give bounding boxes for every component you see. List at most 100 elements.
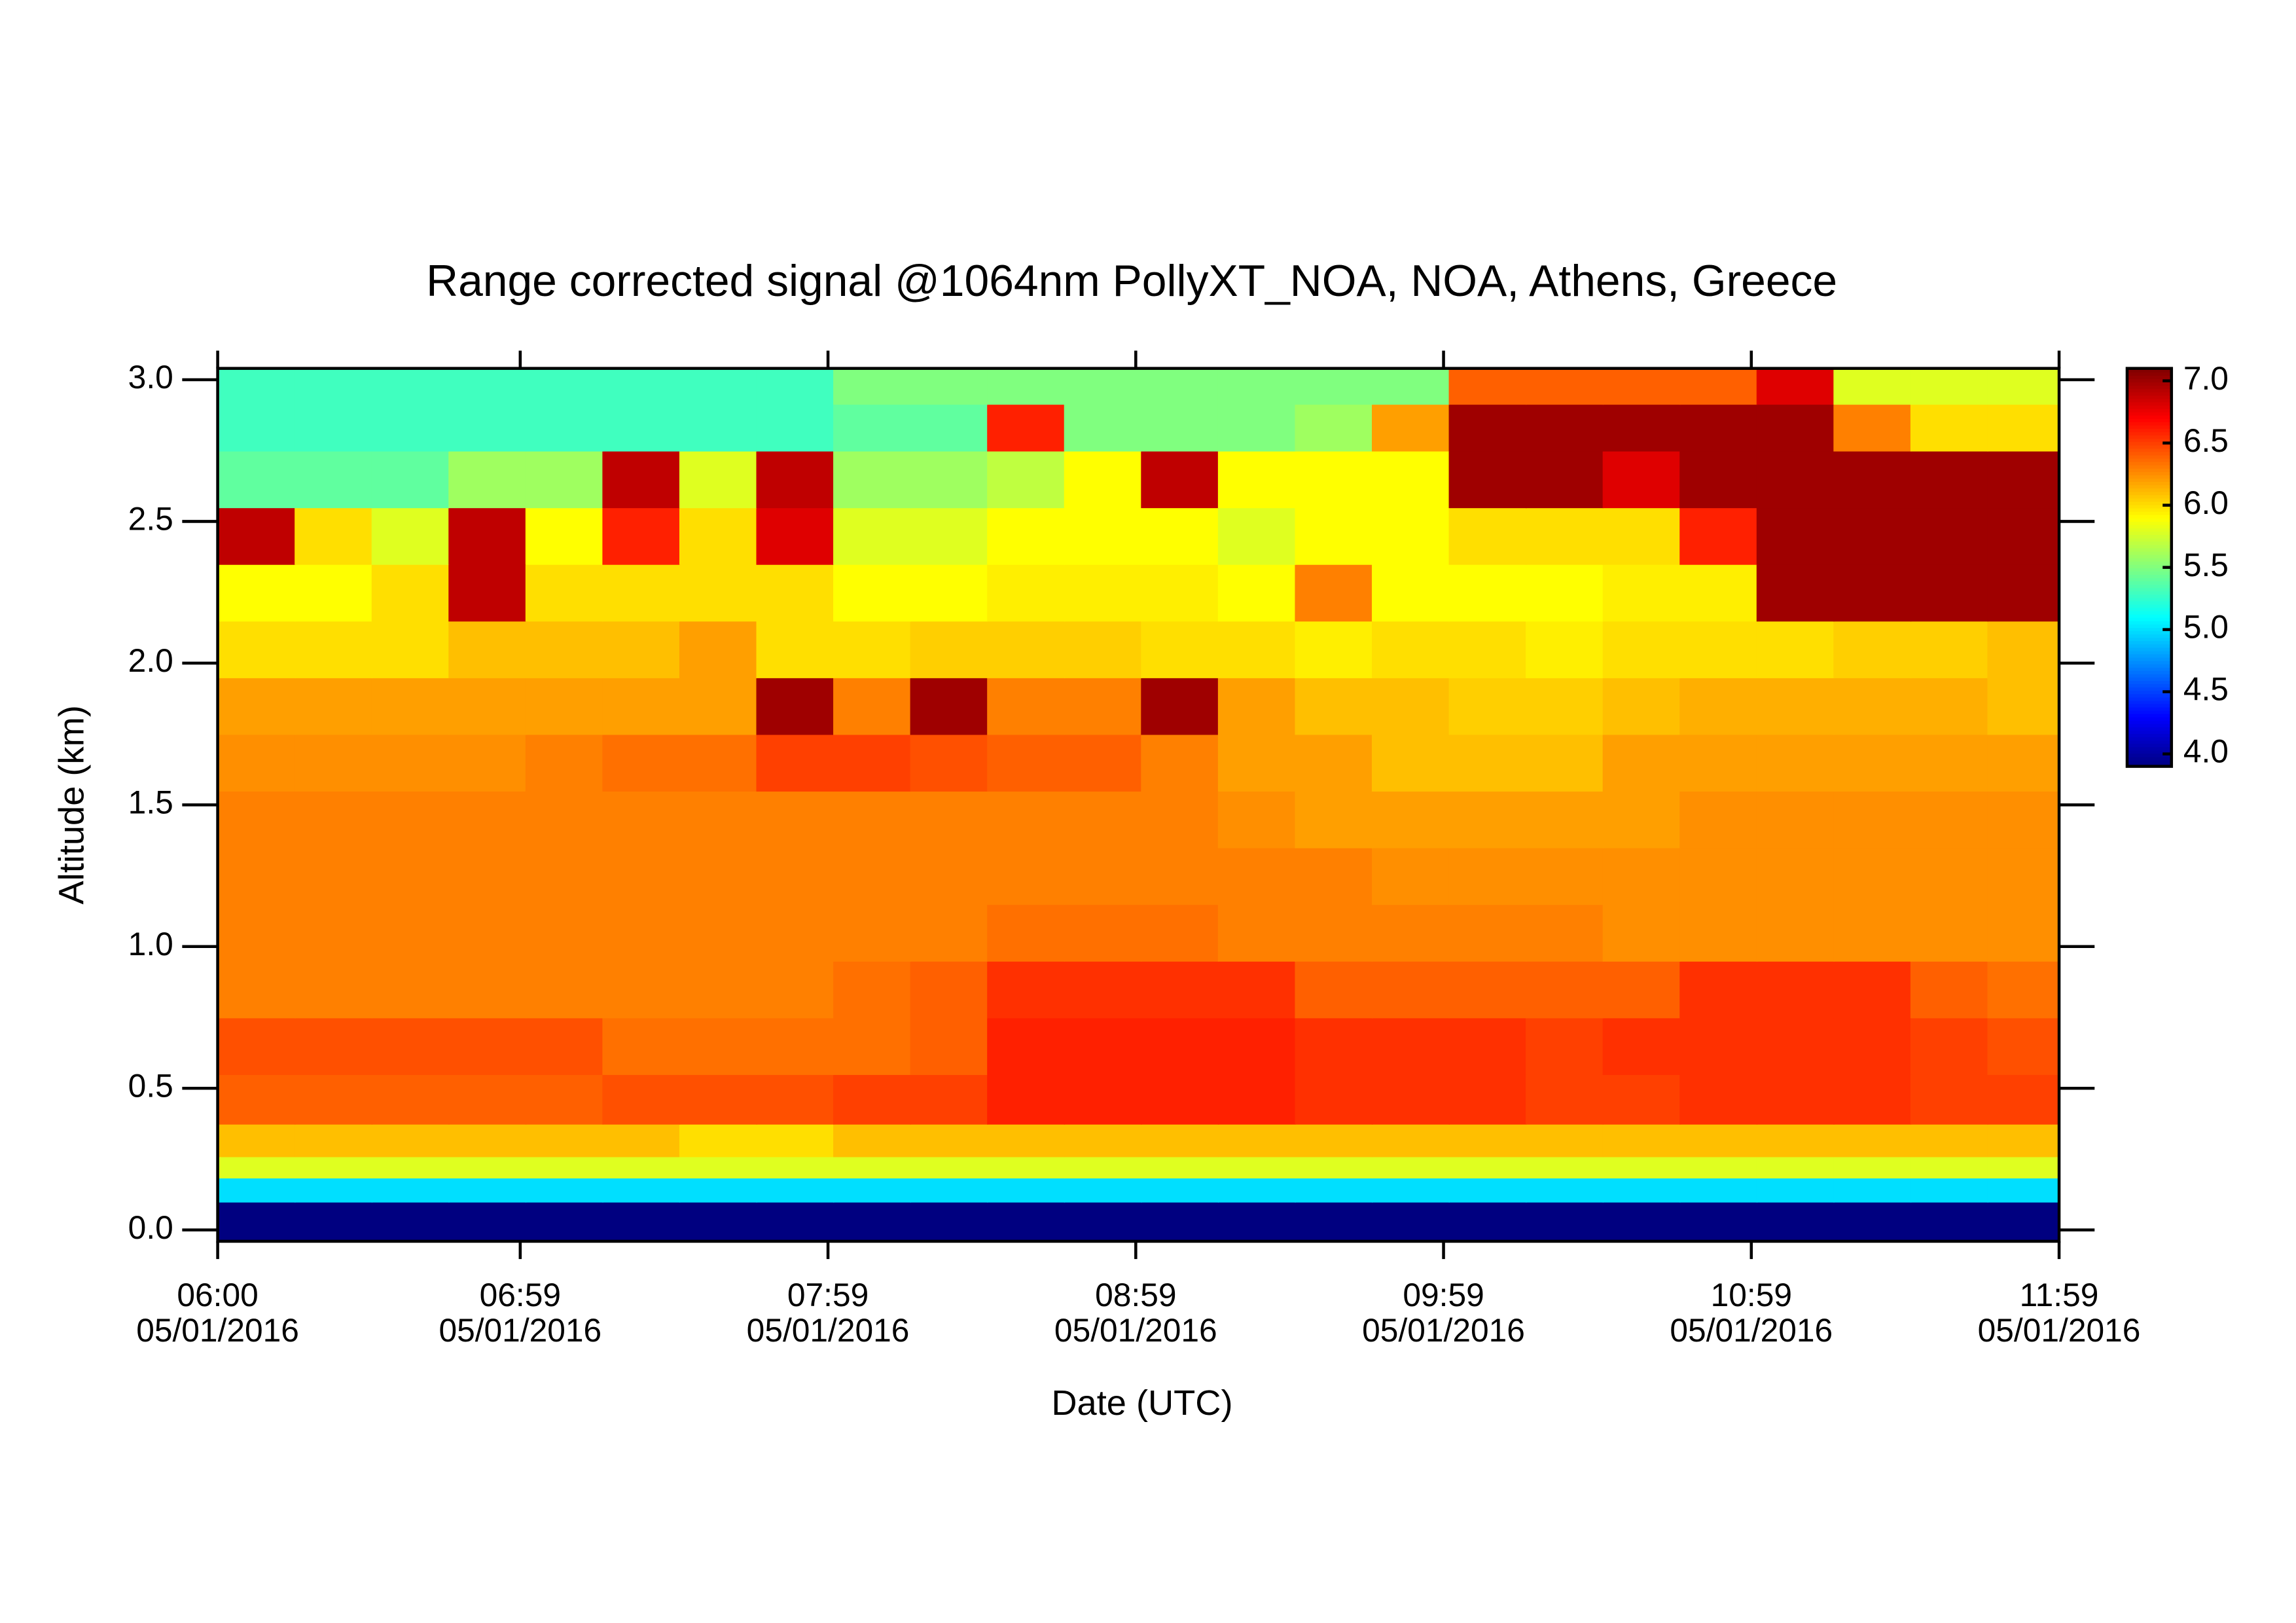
heatmap-cell <box>1448 790 1527 848</box>
heatmap-cell <box>756 677 834 735</box>
heatmap-cell <box>910 677 988 735</box>
heatmap-cell <box>1217 847 1296 905</box>
colorbar-swatch <box>2126 414 2172 419</box>
colorbar-swatch <box>2126 750 2172 754</box>
colorbar-swatch <box>2126 630 2172 635</box>
colorbar-swatch <box>2126 729 2172 735</box>
heatmap-cell <box>1756 960 1835 1019</box>
heatmap-cell <box>1371 903 1450 962</box>
heatmap-cell <box>217 403 296 452</box>
heatmap-cell <box>1141 403 1219 452</box>
heatmap-cell <box>1371 1123 1450 1158</box>
heatmap-cell <box>448 620 527 678</box>
heatmap-cell <box>1448 450 1527 509</box>
colorbar-swatch <box>2126 445 2172 449</box>
colorbar-swatch <box>2126 371 2172 376</box>
heatmap-cell <box>448 734 527 792</box>
heatmap-cell <box>1602 960 1681 1019</box>
colorbar-swatch <box>2126 660 2172 665</box>
heatmap-cell <box>1217 1177 1296 1203</box>
colorbar-swatch <box>2126 574 2172 578</box>
heatmap-cell <box>756 1201 834 1243</box>
colorbar-swatch <box>2126 713 2172 718</box>
heatmap-cell <box>1602 450 1681 509</box>
heatmap-cell <box>1833 734 1912 792</box>
colorbar-swatch <box>2126 683 2172 688</box>
heatmap-cell <box>1679 1156 1758 1178</box>
heatmap-cell <box>602 1123 681 1158</box>
heatmap-cell <box>910 1201 988 1243</box>
heatmap-cell <box>910 1156 988 1178</box>
colorbar-swatch <box>2126 620 2172 625</box>
heatmap-cell <box>987 368 1066 405</box>
heatmap-cell <box>1526 960 1604 1019</box>
heatmap-cell <box>295 1074 373 1125</box>
heatmap-cell <box>1217 960 1296 1019</box>
heatmap-cell <box>1679 403 1758 452</box>
colorbar-swatch <box>2126 461 2172 465</box>
colorbar-tick-label: 4.0 <box>2183 733 2229 770</box>
heatmap-cell <box>217 368 296 405</box>
heatmap-cell <box>1833 368 1912 405</box>
colorbar-swatch <box>2126 577 2172 582</box>
heatmap-cell <box>910 960 988 1019</box>
heatmap-cell <box>217 564 296 622</box>
colorbar-swatch <box>2126 498 2172 502</box>
heatmap-cell <box>1295 450 1373 509</box>
heatmap-cell <box>1064 847 1142 905</box>
heatmap-cell <box>679 1074 757 1125</box>
heatmap-cell <box>987 1156 1066 1178</box>
heatmap-cell <box>679 1177 757 1203</box>
x-tick-label: 07:59 05/01/2016 <box>747 1277 910 1349</box>
heatmap-cell <box>987 1017 1066 1075</box>
heatmap-cell <box>1064 1017 1142 1075</box>
heatmap-cell <box>1987 903 2060 962</box>
heatmap-cell <box>295 507 373 565</box>
heatmap-cell <box>1217 677 1296 735</box>
heatmap-cell <box>1833 507 1912 565</box>
heatmap-cell <box>448 960 527 1019</box>
heatmap-cell <box>1295 903 1373 962</box>
heatmap-cell <box>1141 677 1219 735</box>
heatmap-cell <box>295 903 373 962</box>
heatmap-cell <box>1679 564 1758 622</box>
heatmap-cell <box>602 403 681 452</box>
colorbar-swatch <box>2126 398 2172 403</box>
colorbar-swatch <box>2126 623 2172 628</box>
heatmap-cell <box>679 620 757 678</box>
heatmap-cell <box>525 564 603 622</box>
heatmap-cell <box>987 847 1066 905</box>
colorbar: 4.0 4.5 5.0 5.5 6.0 6.5 7.0 <box>2125 360 2229 770</box>
heatmap-cell <box>1064 368 1142 405</box>
heatmap-cell <box>987 1201 1066 1243</box>
heatmap-cell <box>217 1123 296 1158</box>
heatmap-cell <box>1833 1201 1912 1243</box>
heatmap-cell <box>1679 960 1758 1019</box>
heatmap-cell <box>1602 1156 1681 1178</box>
heatmap-cell <box>295 677 373 735</box>
colorbar-swatch <box>2126 554 2172 558</box>
heatmap-cell <box>217 1201 296 1243</box>
heatmap-cell <box>525 960 603 1019</box>
heatmap-cell <box>1295 1201 1373 1243</box>
heatmap-cell <box>987 450 1066 509</box>
heatmap-cell <box>371 903 450 962</box>
heatmap-cell <box>679 507 757 565</box>
heatmap-cell <box>217 1177 296 1203</box>
heatmap-cell <box>1910 1074 1988 1125</box>
heatmap-cell <box>525 620 603 678</box>
colorbar-swatch <box>2126 544 2172 549</box>
colorbar-swatch <box>2126 647 2172 651</box>
heatmap-cell <box>1756 1156 1835 1178</box>
heatmap-cell <box>1833 1177 1912 1203</box>
heatmap-cell <box>1217 734 1296 792</box>
heatmap-cell <box>1679 620 1758 678</box>
heatmap-cell <box>217 734 296 792</box>
heatmap-cell <box>1910 507 1988 565</box>
heatmap-cell <box>1910 677 1988 735</box>
heatmap-cell <box>1371 677 1450 735</box>
heatmap-cell <box>1987 734 2060 792</box>
heatmap-cell <box>1448 564 1527 622</box>
heatmap-cell <box>910 1177 988 1203</box>
colorbar-swatch <box>2126 454 2172 459</box>
